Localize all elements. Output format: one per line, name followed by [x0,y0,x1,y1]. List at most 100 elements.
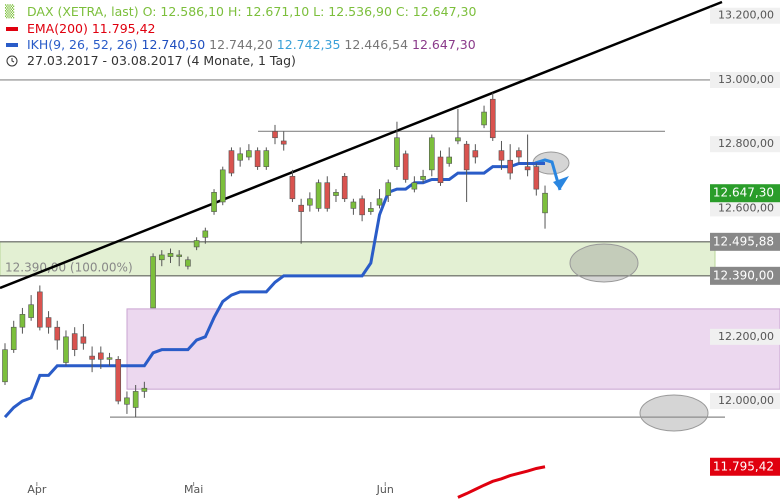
zone [126,308,780,390]
candle-body [481,111,487,126]
legend-row: EMA(200) 11.795,42 [27,21,155,36]
legend-swatch [6,43,18,47]
candle-body [446,156,453,164]
legend-value: 12.446,54 [344,37,408,52]
level-box [710,457,780,476]
y-tick-label: 12.800,00 [718,137,774,150]
candle-body [10,326,17,350]
candle-body [463,143,470,171]
candle-body [228,150,235,174]
trend-line [0,0,723,290]
candle-body [141,387,148,392]
candle-body [37,291,43,328]
legend-value: 11.795,42 [92,21,156,36]
arrow-head [553,176,569,190]
clock-icon [6,55,18,67]
candle-body [333,192,339,196]
candle-body [315,182,322,209]
y-tick-label: 13.000,00 [718,73,774,86]
x-tick-label: Mai [184,483,203,496]
y-tick-box [710,328,780,345]
candle-body [150,256,156,309]
legend-value: 12.742,35 [277,37,341,52]
level-box [710,184,780,203]
legend-row: DAX (XETRA, last) O: 12.586,10 H: 12.671,… [27,4,476,19]
candle-body [507,159,513,174]
legend-name: IKH(9, 26, 52, 26) [27,37,138,52]
candle-body [89,355,95,360]
annotation-ellipse [639,394,709,432]
candle-body [280,140,287,145]
y-tick-box [710,71,780,88]
legend-period: 27.03.2017 - 03.08.2017 [27,53,183,68]
y-tick-label: 12.000,00 [718,394,774,407]
candle-body [211,192,217,212]
zone [0,241,716,277]
level-label: 12.390,00 [713,268,774,282]
candle-body [115,359,122,402]
candle-body [202,230,209,238]
legend-icon: ▒ [5,4,15,19]
series-line [3,161,546,419]
candle-body [132,391,139,408]
candle-body [298,204,304,212]
y-tick-label: 12.200,00 [718,330,774,343]
candle-body [489,98,496,139]
candle-body [394,137,400,167]
legend-name: DAX (XETRA, last) [27,4,139,19]
candle-body [307,198,313,206]
legend-value: 12.740,50 [142,37,206,52]
candle-body [437,156,444,184]
candle-body [420,175,426,180]
candle-body [167,253,174,257]
level-box [710,232,780,251]
candle-body [158,254,165,261]
candle-body [455,137,461,142]
candle-body [246,150,252,158]
candle-body [19,314,26,328]
candle-body [472,150,479,158]
candle-body [359,198,365,216]
candle-body [542,192,548,214]
legend-period-note: (4 Monate, 1 Tag) [187,53,296,68]
candle-body [63,336,69,363]
candle-body [376,198,383,206]
y-tick-box [710,136,780,153]
x-tick-label: Apr [27,483,47,496]
candle-body [237,153,243,161]
y-tick-box [710,7,780,24]
candle-body [54,326,61,341]
candle-body [524,166,531,171]
annotation-ellipse [569,243,639,283]
candle-body [45,317,52,328]
candle-body [533,166,540,190]
candle-body [516,150,522,158]
candle-body [71,333,78,350]
candle-body [402,153,409,180]
clock-hand [11,58,15,63]
candle-body [254,150,261,167]
candle-body [124,397,130,405]
arrow [534,158,562,191]
candle-body [289,175,296,200]
level-label: 12.495,88 [713,234,774,248]
legend-swatch [6,27,18,31]
level-label: 12.647,30 [713,186,774,200]
legend-ohlc: O: 12.586,10 H: 12.671,10 L: 12.536,90 C… [143,4,477,19]
candle-body [411,182,418,190]
candle-body [28,304,34,318]
candle-body [498,150,505,161]
candle-body [176,254,182,257]
y-tick-box [710,393,780,410]
y-tick-label: 13.200,00 [718,9,774,22]
legend-value: 12.647,30 [412,37,476,52]
candle-body [106,357,113,360]
annotation: 12.390,00 (100.00%) [5,260,133,274]
candle-body [219,169,226,203]
level-box [710,266,780,285]
candle-body [428,137,435,171]
candle-body [263,150,270,167]
candle-body [350,201,357,209]
candle-body [368,208,374,212]
legend-value: 12.744,20 [209,37,273,52]
